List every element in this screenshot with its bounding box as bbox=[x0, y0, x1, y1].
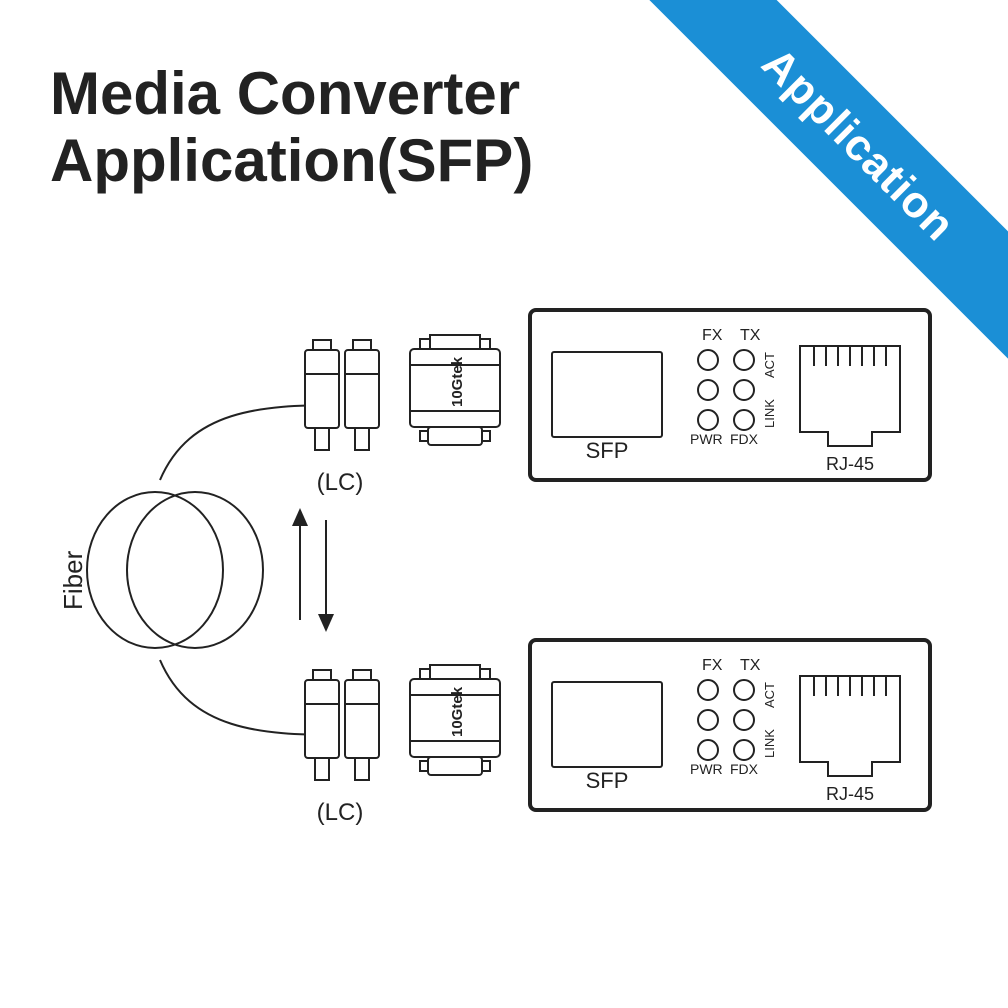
media-converter-top bbox=[530, 310, 930, 480]
lc-connector-bottom bbox=[305, 670, 379, 780]
lc-label-bottom: (LC) bbox=[317, 799, 364, 826]
media-converter-bottom bbox=[530, 640, 930, 810]
lc-connector-top bbox=[305, 340, 379, 450]
bidirectional-arrows-icon bbox=[292, 508, 334, 632]
page-title: Media Converter Application(SFP) bbox=[50, 60, 533, 194]
sfp-module-bottom bbox=[410, 665, 500, 775]
application-diagram: SFP FX TX PWR FDX LINK ACT bbox=[40, 280, 960, 900]
lc-label-top: (LC) bbox=[317, 469, 364, 496]
sfp-module-top bbox=[410, 335, 500, 445]
title-line-1: Media Converter bbox=[50, 60, 533, 127]
fiber-label: Fiber bbox=[58, 550, 88, 610]
title-line-2: Application(SFP) bbox=[50, 127, 533, 194]
